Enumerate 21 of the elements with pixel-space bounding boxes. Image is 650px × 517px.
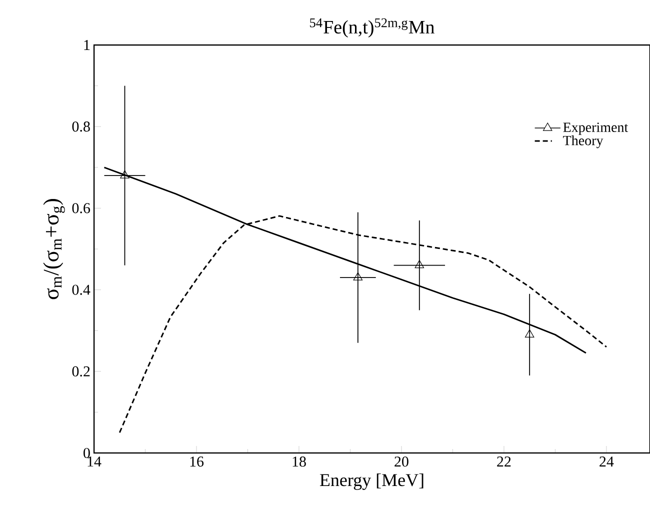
x-tick-label: 22 — [497, 456, 511, 466]
x-tick-label: 18 — [292, 456, 306, 467]
chart-title: $^{54}$Fe(n,t)$^{52m,g}$Mn — [310, 18, 434, 38]
point — [524, 329, 534, 338]
y-tick-label: 0.2 — [72, 366, 90, 376]
y-tick-label: 0.8 — [72, 122, 90, 132]
point — [353, 272, 363, 280]
legend-label: Experiment — [563, 122, 628, 135]
legend-label: Theory — [563, 135, 604, 148]
x-tick-label: 24 — [600, 456, 614, 466]
y-axis-title: σ$_{m}$/(σ$_{m}$+σ$_{g}$) — [43, 199, 65, 300]
y-tick-label: 1 — [84, 40, 90, 50]
y-tick-label: 0.6 — [72, 203, 90, 214]
x-tick-label: 16 — [190, 456, 204, 467]
point — [120, 170, 130, 178]
y-tick-label: 0 — [84, 448, 90, 458]
x-tick-label: 14 — [88, 456, 102, 466]
x-axis-title: Energy [MeV] — [320, 474, 424, 490]
y-tick-label: 0.4 — [72, 284, 90, 295]
point — [414, 260, 424, 268]
x-tick-label: 20 — [394, 456, 408, 467]
